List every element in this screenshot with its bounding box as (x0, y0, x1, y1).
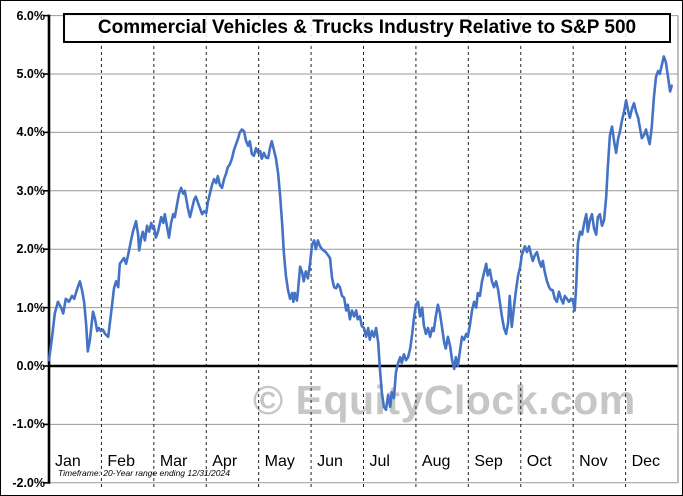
y-axis-label: 0.0% (16, 359, 46, 373)
x-axis-label: Jun (317, 453, 343, 470)
y-axis-label: -2.0% (12, 475, 45, 490)
y-axis-label: 6.0% (16, 8, 46, 23)
x-axis-label: Oct (526, 453, 552, 470)
chart-title-box: Commercial Vehicles & Trucks Industry Re… (63, 13, 671, 43)
x-axis-label: Jul (369, 453, 390, 470)
y-axis-label: 3.0% (16, 183, 46, 198)
y-axis-label: 1.0% (16, 300, 46, 315)
x-axis-label: Mar (159, 453, 188, 470)
equityclock-watermark: © EquityClock.com (253, 377, 636, 423)
y-axis-label: 4.0% (16, 125, 46, 140)
series-line (47, 55, 674, 412)
x-axis-label: Aug (421, 453, 451, 470)
x-axis-label: Sep (474, 453, 503, 470)
timeframe-footnote: Timeframe: 20-Year range ending 12/31/20… (58, 468, 230, 478)
x-axis-label: Nov (579, 453, 608, 470)
chart-title: Commercial Vehicles & Trucks Industry Re… (97, 17, 637, 38)
y-axis-label: -1.0% (12, 417, 45, 432)
x-axis-label: Feb (107, 453, 135, 470)
x-axis-label: Dec (631, 453, 661, 470)
x-axis-label: Apr (212, 453, 238, 470)
x-axis-label: Jan (55, 453, 81, 470)
x-axis-label: May (264, 453, 295, 470)
y-axis-label: 2.0% (16, 242, 46, 257)
y-axis-label: 5.0% (16, 67, 46, 81)
